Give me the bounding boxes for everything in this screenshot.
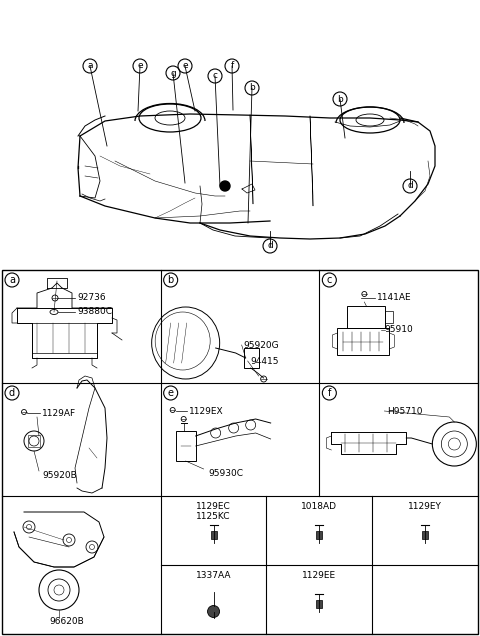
Circle shape	[220, 181, 230, 191]
Text: 1125KC: 1125KC	[196, 512, 231, 521]
Bar	[316, 600, 323, 607]
Text: 1129EY: 1129EY	[408, 502, 442, 511]
Bar	[348, 306, 385, 328]
Text: f: f	[328, 388, 331, 398]
Text: 95930C: 95930C	[209, 469, 244, 478]
Bar	[422, 530, 428, 539]
Text: 1337AA: 1337AA	[196, 571, 231, 580]
Text: 1018AD: 1018AD	[301, 502, 337, 511]
Text: 95910: 95910	[384, 326, 413, 335]
Text: d: d	[9, 388, 15, 398]
Bar	[337, 328, 389, 355]
Text: d: d	[267, 242, 273, 251]
Text: a: a	[9, 275, 15, 285]
Text: e: e	[168, 388, 174, 398]
Text: 95920B: 95920B	[42, 471, 77, 481]
Text: 1129EE: 1129EE	[302, 571, 336, 580]
Text: c: c	[327, 275, 332, 285]
Text: g: g	[170, 69, 176, 78]
Bar	[2, 270, 478, 634]
Text: 1129EX: 1129EX	[189, 406, 223, 415]
Bar	[244, 348, 259, 368]
Text: 1129EC: 1129EC	[196, 502, 231, 511]
Text: e: e	[137, 62, 143, 71]
Text: 1129AF: 1129AF	[42, 408, 76, 417]
Text: b: b	[168, 275, 174, 285]
Text: a: a	[87, 62, 93, 71]
Text: b: b	[337, 95, 343, 104]
Text: 96620B: 96620B	[49, 618, 84, 626]
Text: 95920G: 95920G	[244, 340, 279, 350]
Text: e: e	[182, 62, 188, 71]
Bar	[316, 530, 323, 539]
Text: f: f	[230, 62, 234, 71]
Text: d: d	[407, 181, 413, 191]
Bar	[385, 311, 393, 323]
Text: c: c	[213, 71, 217, 81]
Text: 93880C: 93880C	[77, 307, 112, 317]
Bar	[176, 431, 196, 461]
Text: b: b	[249, 83, 255, 92]
Text: 94415: 94415	[251, 357, 279, 366]
Bar	[211, 530, 216, 539]
Text: H95710: H95710	[387, 406, 423, 415]
Circle shape	[207, 605, 219, 618]
Text: 92736: 92736	[77, 293, 106, 303]
Bar	[28, 435, 40, 447]
Text: 1141AE: 1141AE	[377, 293, 412, 303]
